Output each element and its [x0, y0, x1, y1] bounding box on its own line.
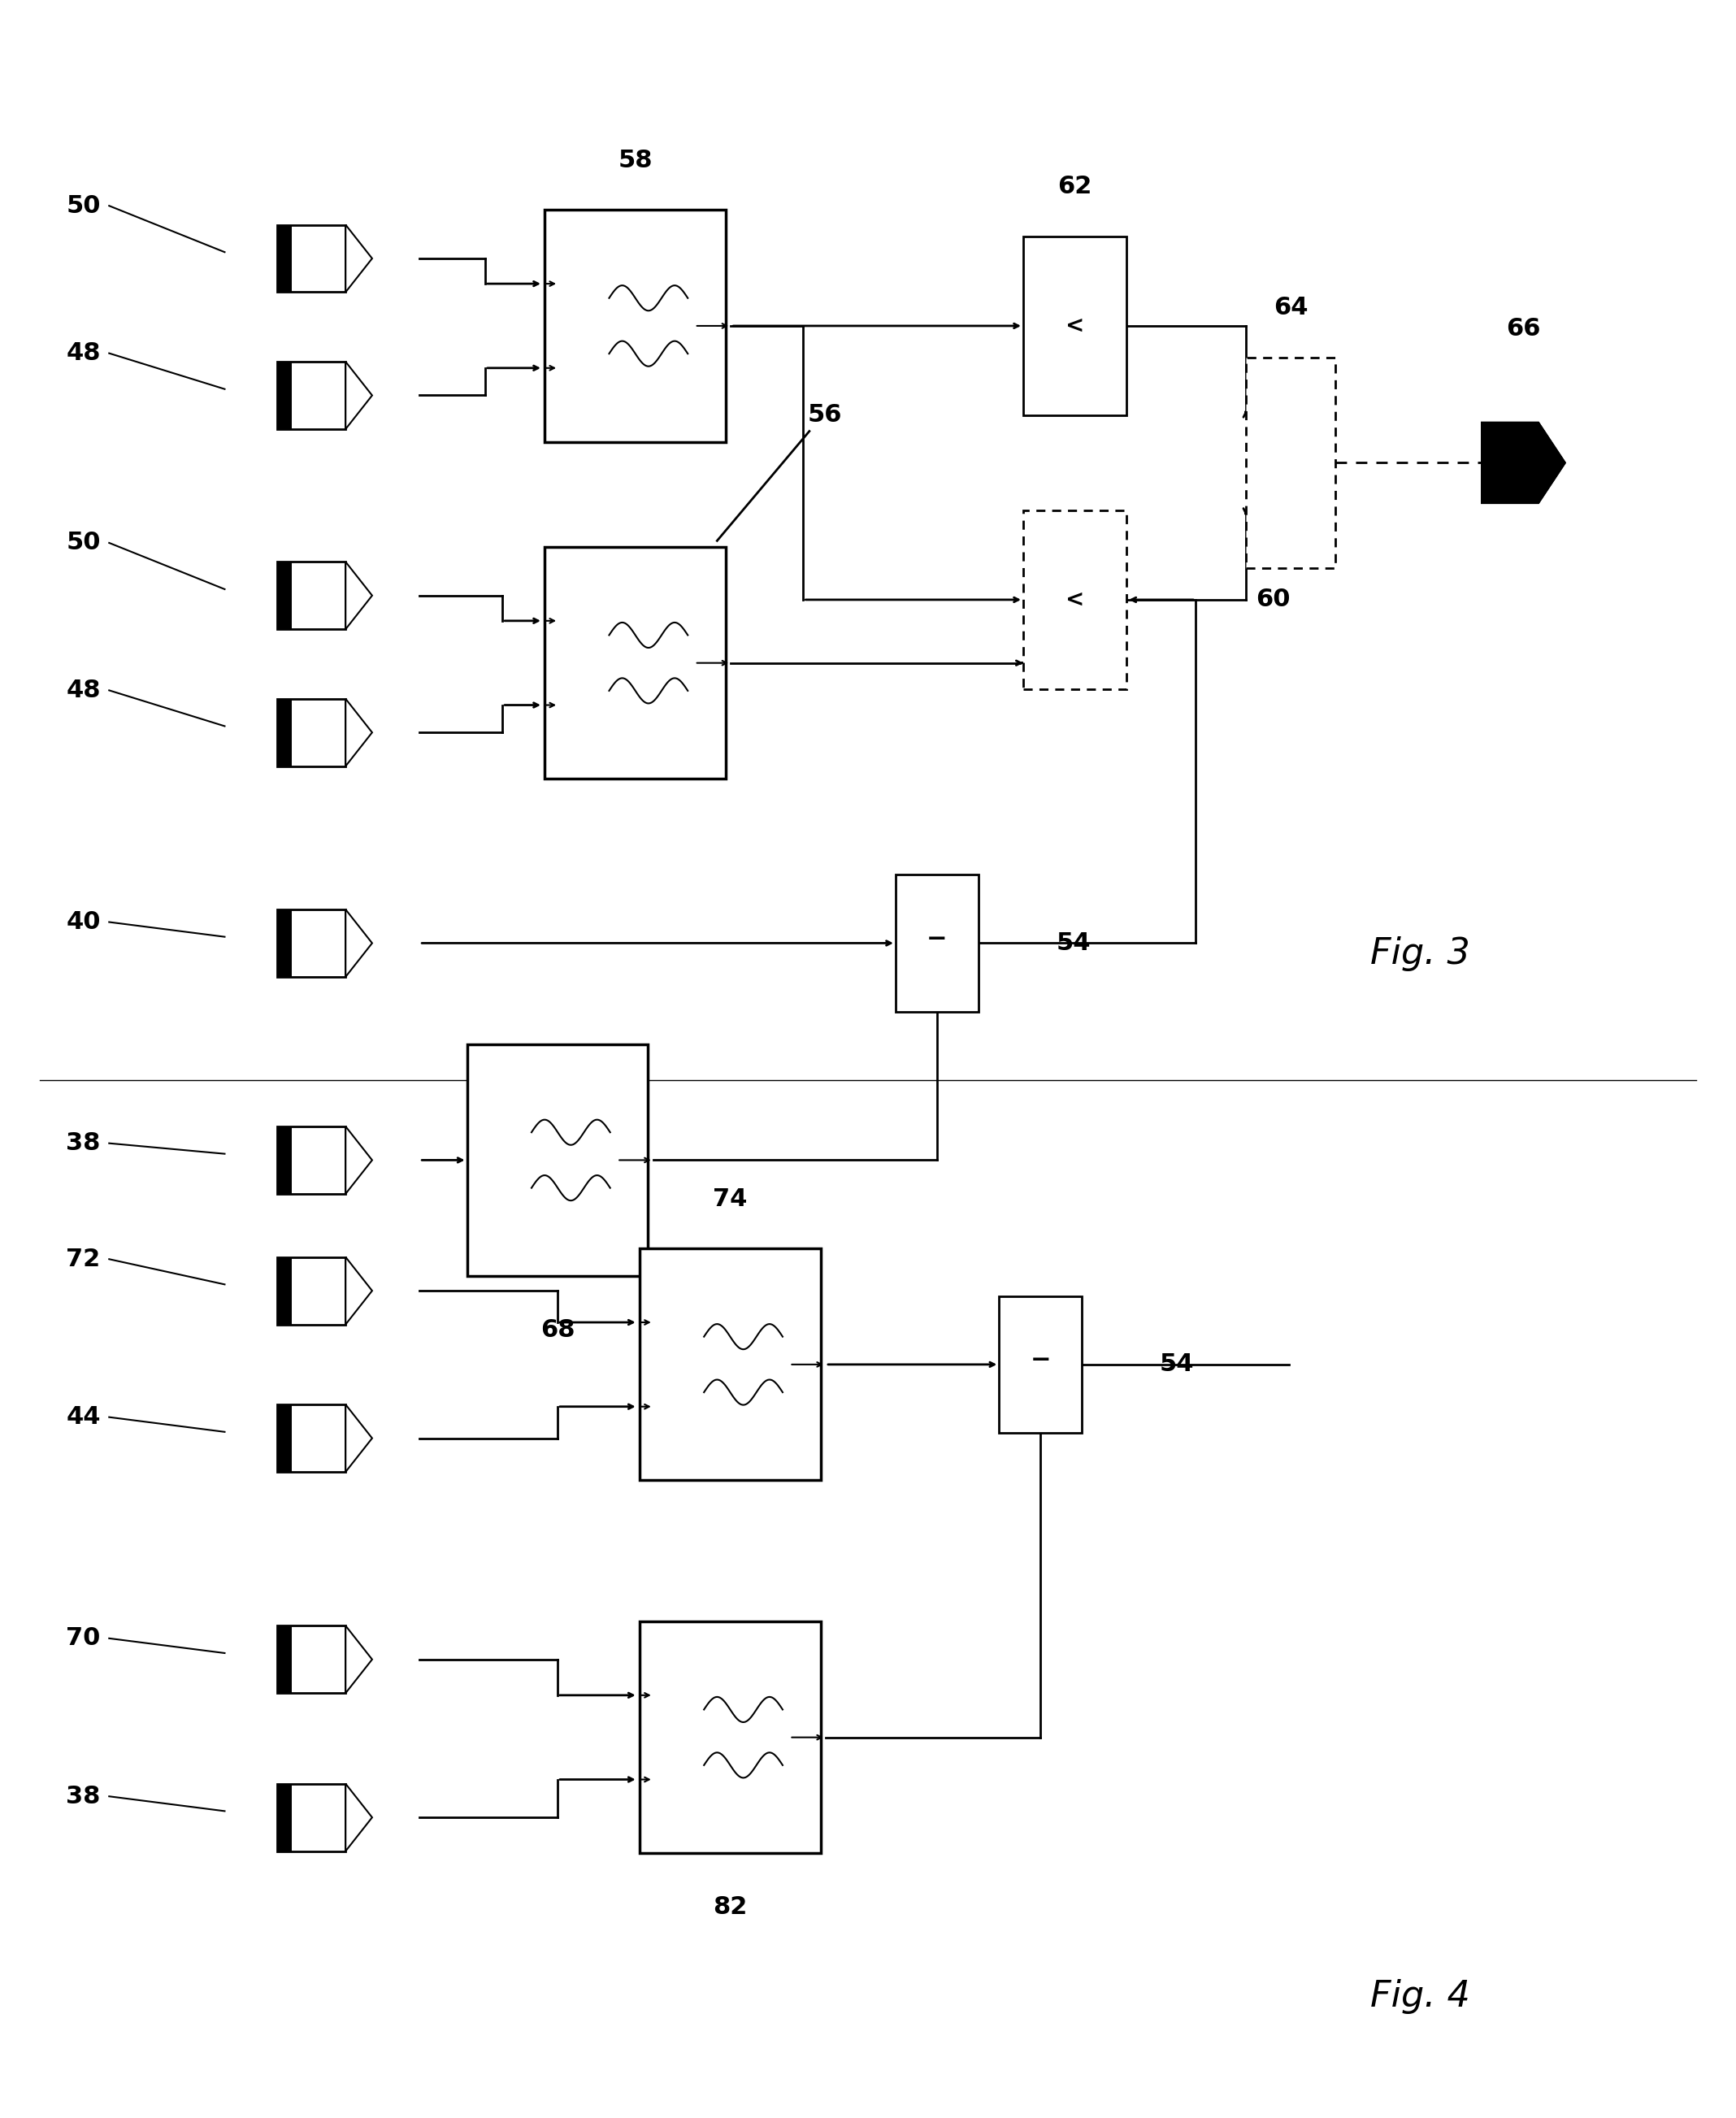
Text: 74: 74 — [713, 1186, 746, 1211]
Bar — [278, 1783, 292, 1851]
Bar — [278, 362, 292, 430]
Bar — [278, 1127, 345, 1195]
Polygon shape — [345, 362, 372, 430]
Bar — [896, 875, 979, 1012]
Text: −: − — [1029, 1349, 1050, 1372]
Bar — [278, 561, 345, 629]
Text: 48: 48 — [66, 678, 101, 701]
Bar — [278, 362, 345, 430]
Text: 56: 56 — [807, 402, 842, 428]
Text: −: − — [927, 928, 948, 951]
Text: 44: 44 — [66, 1406, 101, 1430]
Bar — [545, 210, 726, 443]
Polygon shape — [345, 699, 372, 767]
Text: 70: 70 — [66, 1627, 101, 1650]
Bar — [278, 1256, 292, 1324]
Polygon shape — [345, 1256, 372, 1324]
Bar — [1023, 237, 1127, 415]
Polygon shape — [345, 1783, 372, 1851]
Polygon shape — [1483, 424, 1564, 502]
Polygon shape — [345, 225, 372, 292]
Text: Fig. 3: Fig. 3 — [1370, 936, 1470, 972]
Bar — [278, 1404, 345, 1472]
Text: 54: 54 — [1160, 1353, 1194, 1377]
Bar — [278, 1783, 345, 1851]
Text: <: < — [1066, 313, 1085, 337]
Polygon shape — [345, 1627, 372, 1692]
Text: 38: 38 — [66, 1785, 101, 1809]
Bar — [278, 1404, 292, 1472]
Bar — [1023, 510, 1127, 688]
Polygon shape — [345, 561, 372, 629]
Text: 72: 72 — [66, 1248, 101, 1271]
Bar — [278, 1256, 345, 1324]
Text: 66: 66 — [1507, 318, 1540, 341]
Text: Fig. 4: Fig. 4 — [1370, 1978, 1470, 2014]
Text: 62: 62 — [1057, 176, 1092, 199]
Bar — [639, 1622, 821, 1853]
Polygon shape — [345, 1404, 372, 1472]
Polygon shape — [345, 1127, 372, 1195]
Bar — [1000, 1296, 1082, 1434]
Bar — [278, 225, 292, 292]
Text: 38: 38 — [66, 1131, 101, 1154]
Bar — [278, 699, 292, 767]
Text: 54: 54 — [1055, 932, 1090, 955]
Bar — [278, 909, 292, 976]
Bar — [1246, 358, 1335, 568]
Bar — [278, 699, 345, 767]
Bar — [278, 225, 345, 292]
Text: 50: 50 — [66, 532, 101, 555]
Text: 64: 64 — [1272, 297, 1307, 320]
Text: 50: 50 — [66, 195, 101, 218]
Text: 82: 82 — [713, 1896, 746, 1919]
Text: <: < — [1066, 589, 1085, 612]
Bar — [467, 1044, 648, 1275]
Text: 58: 58 — [618, 148, 653, 172]
Polygon shape — [1483, 424, 1564, 502]
Bar — [278, 561, 292, 629]
Text: 68: 68 — [540, 1317, 575, 1341]
Polygon shape — [345, 909, 372, 976]
Bar — [639, 1250, 821, 1480]
Text: 48: 48 — [66, 341, 101, 364]
Text: 40: 40 — [66, 911, 101, 934]
Bar — [278, 1127, 292, 1195]
Bar — [278, 1627, 292, 1692]
Bar — [278, 909, 345, 976]
Text: 60: 60 — [1257, 589, 1290, 612]
Bar — [278, 1627, 345, 1692]
Bar — [545, 546, 726, 779]
